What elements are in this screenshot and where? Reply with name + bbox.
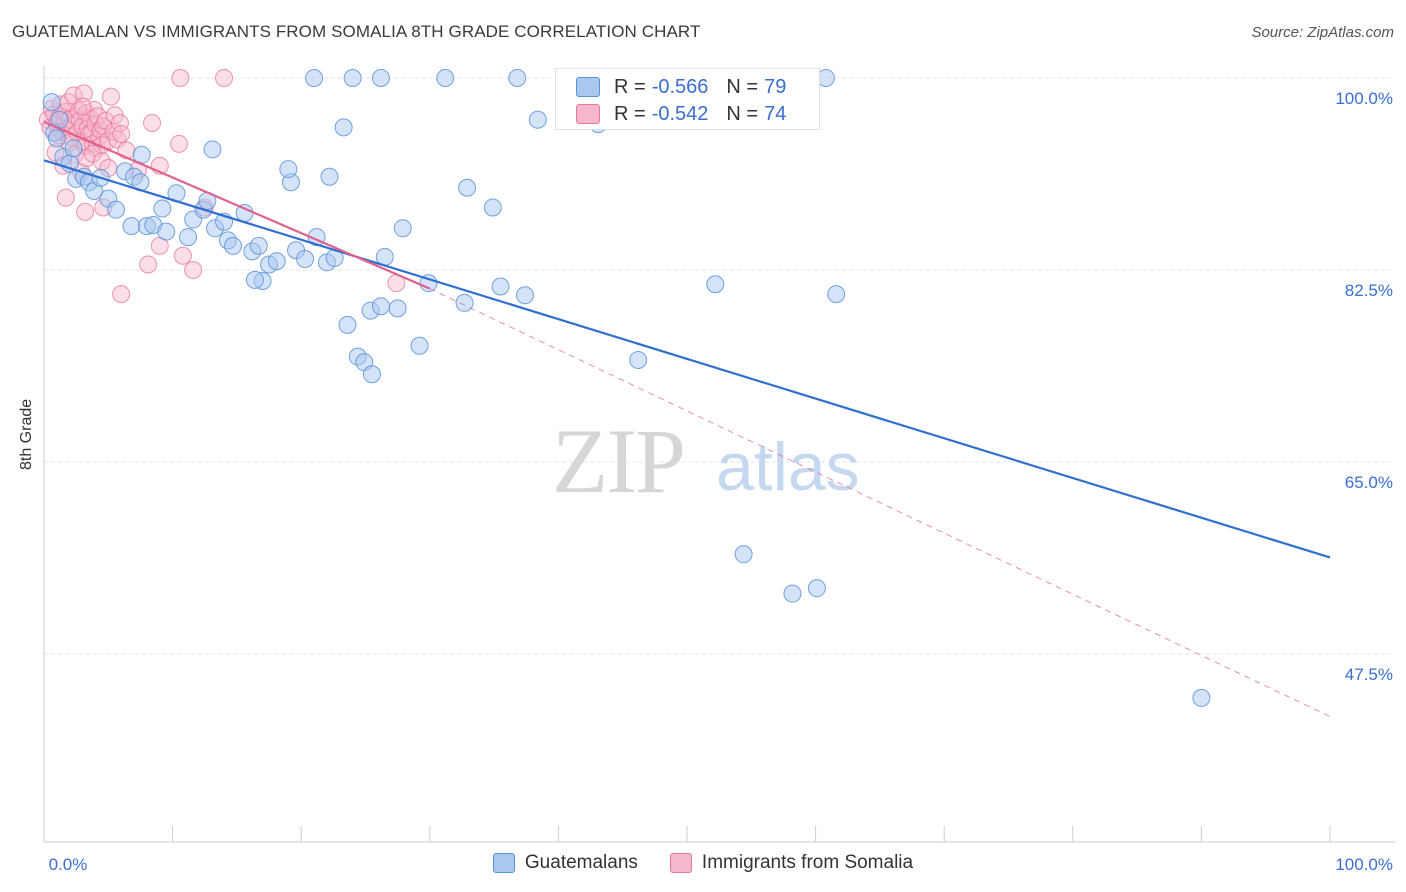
- legend-label: Immigrants from Somalia: [701, 852, 914, 873]
- guatemalan-point: [42, 93, 61, 112]
- guatemalan-point: [458, 178, 477, 197]
- guatemalan-point: [245, 270, 264, 289]
- n-value: 74: [764, 102, 787, 125]
- guatemalan-point: [122, 217, 141, 236]
- r-label: R =: [614, 75, 646, 98]
- somalia-point: [170, 134, 189, 153]
- guatemalan-point: [296, 250, 315, 269]
- series-guatemalans-points: [42, 69, 1211, 707]
- legend-stats: R = -0.566 N = 79 R = -0.542 N = 74: [555, 68, 820, 130]
- guatemalan-point: [249, 236, 268, 255]
- r-value: -0.566: [651, 75, 709, 98]
- guatemalan-point: [338, 315, 357, 334]
- guatemalan-point: [279, 160, 298, 179]
- guatemalan-point: [783, 584, 802, 603]
- guatemalan-point: [371, 297, 390, 316]
- source-label: Source: ZipAtlas.com: [1251, 24, 1394, 41]
- n-label: N =: [726, 75, 759, 98]
- somalia-point: [73, 97, 92, 116]
- y-tick-label: 100.0%: [1335, 89, 1393, 108]
- x-tick-label: 0.0%: [49, 855, 88, 874]
- somalia-point: [139, 255, 158, 274]
- guatemalan-point: [827, 285, 846, 304]
- somalia-point: [184, 261, 203, 279]
- guatemalan-point: [334, 118, 353, 137]
- legend-swatch-blue: [576, 77, 600, 97]
- somalia-point: [215, 69, 234, 87]
- somalia-point: [83, 144, 102, 163]
- guatemalan-point: [1192, 688, 1211, 707]
- watermark: ZIP atlas: [552, 410, 860, 512]
- legend-row-somalia: R = -0.542 N = 74: [576, 102, 786, 126]
- tick-labels: 100.0% 82.5% 65.0% 47.5% 0.0% 100.0%: [49, 89, 1393, 874]
- somalia-point: [74, 84, 93, 103]
- guatemalan-point: [491, 277, 510, 296]
- guatemalan-point: [410, 336, 429, 355]
- somalia-trend-extension: [429, 288, 1331, 717]
- n-label: N =: [726, 102, 759, 125]
- guatemalan-point: [64, 139, 83, 158]
- guatemalan-point: [515, 286, 534, 305]
- guatemalan-point: [455, 293, 474, 312]
- y-tick-label: 47.5%: [1345, 665, 1393, 684]
- somalia-point: [76, 202, 95, 221]
- guatemalans-trend-line: [43, 159, 1331, 559]
- guatemalan-point: [508, 69, 527, 87]
- axes: [43, 66, 1395, 843]
- somalia-point: [143, 113, 162, 132]
- legend-item-somalia: Immigrants from Somalia: [669, 852, 914, 874]
- somalia-point: [101, 87, 120, 106]
- guatemalan-point: [179, 228, 198, 247]
- somalia-trend-line: [43, 120, 431, 290]
- guatemalan-point: [107, 200, 126, 219]
- guatemalan-point: [483, 198, 502, 217]
- x-tick-label: 100.0%: [1335, 855, 1393, 874]
- guatemalan-point: [393, 219, 412, 238]
- guatemalan-point: [528, 110, 547, 129]
- legend-label: Guatemalans: [524, 852, 638, 873]
- guatemalan-point: [436, 69, 455, 87]
- n-value: 79: [764, 75, 787, 98]
- watermark-zip: ZIP: [552, 410, 684, 512]
- y-tick-label: 65.0%: [1345, 473, 1393, 492]
- legend-series: Guatemalans Immigrants from Somalia: [0, 852, 1406, 874]
- legend-row-guatemalans: R = -0.566 N = 79: [576, 75, 786, 99]
- watermark-atlas: atlas: [716, 429, 860, 505]
- guatemalan-point: [305, 69, 324, 87]
- somalia-point: [112, 124, 131, 143]
- legend-swatch-blue: [492, 853, 515, 873]
- grid-lines: [44, 77, 1395, 655]
- r-label: R =: [614, 102, 646, 125]
- guatemalan-point: [224, 236, 243, 255]
- guatemalan-point: [706, 275, 725, 294]
- legend-item-guatemalans: Guatemalans: [492, 852, 638, 874]
- guatemalan-point: [153, 199, 172, 218]
- guatemalan-point: [362, 365, 381, 384]
- somalia-point: [56, 188, 75, 207]
- guatemalan-point: [629, 350, 648, 369]
- y-tick-label: 82.5%: [1345, 281, 1393, 300]
- guatemalan-point: [371, 69, 390, 87]
- legend-swatch-pink: [576, 104, 600, 124]
- guatemalan-point: [807, 579, 826, 598]
- guatemalan-point: [267, 252, 286, 271]
- guatemalan-point: [734, 545, 753, 564]
- legend-swatch-pink: [669, 853, 692, 873]
- somalia-point: [173, 246, 192, 265]
- guatemalan-point: [388, 299, 407, 318]
- chart-title: GUATEMALAN VS IMMIGRANTS FROM SOMALIA 8T…: [12, 22, 701, 41]
- r-value: -0.542: [651, 102, 709, 125]
- guatemalan-point: [203, 140, 222, 159]
- guatemalan-point: [157, 222, 176, 241]
- somalia-point: [171, 69, 190, 87]
- somalia-point: [112, 285, 131, 304]
- trend-lines: [43, 120, 1331, 717]
- guatemalan-point: [47, 129, 66, 148]
- guatemalan-point: [343, 69, 362, 87]
- guatemalan-point: [320, 167, 339, 186]
